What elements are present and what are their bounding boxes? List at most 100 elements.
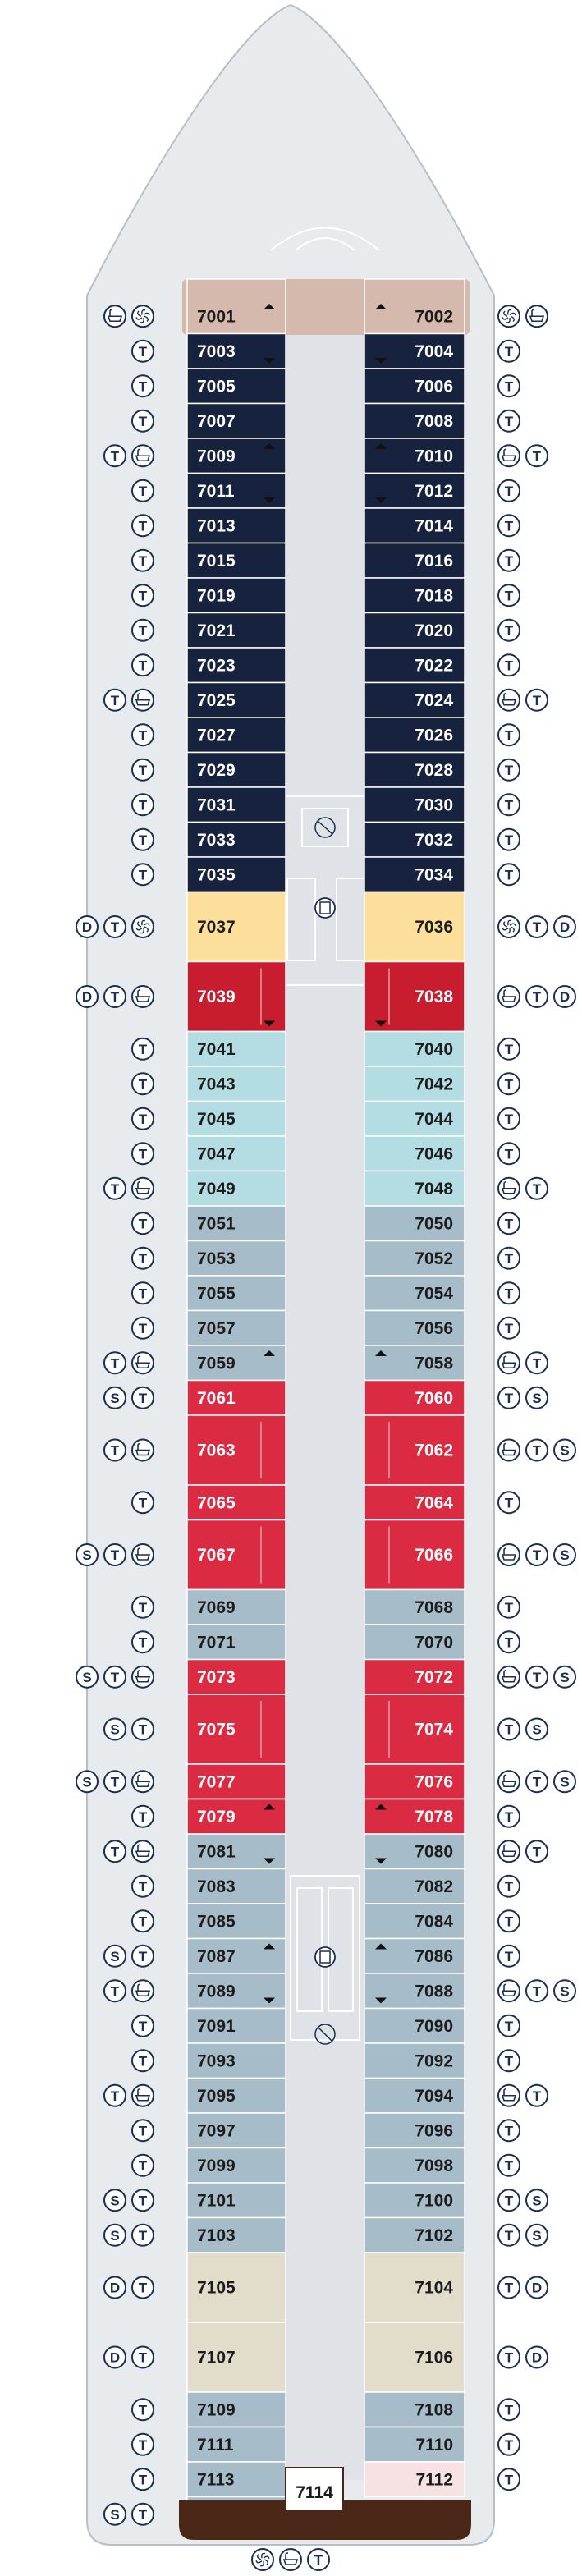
cabin-7009[interactable]: 7009: [186, 438, 286, 474]
cabin-7006[interactable]: 7006: [364, 368, 465, 405]
cabin-7012[interactable]: 7012: [364, 472, 465, 509]
cabin-7067[interactable]: 7067: [186, 1519, 286, 1591]
cabin-7097[interactable]: 7097: [186, 2112, 286, 2149]
cabin-7105[interactable]: 7105: [186, 2252, 286, 2323]
cabin-7100[interactable]: 7100: [364, 2182, 465, 2219]
cabin-7055[interactable]: 7055: [186, 1275, 286, 1312]
cabin-7044[interactable]: 7044: [364, 1100, 465, 1137]
cabin-7103[interactable]: 7103: [186, 2216, 286, 2253]
cabin-7114[interactable]: 7114: [179, 2467, 471, 2540]
cabin-7110[interactable]: 7110: [364, 2426, 465, 2463]
cabin-7035[interactable]: 7035: [186, 856, 286, 893]
cabin-7076[interactable]: 7076: [364, 1763, 465, 1800]
cabin-7005[interactable]: 7005: [186, 368, 286, 405]
cabin-7026[interactable]: 7026: [364, 717, 465, 754]
cabin-7008[interactable]: 7008: [364, 402, 465, 439]
cabin-7078[interactable]: 7078: [364, 1798, 465, 1835]
cabin-7001[interactable]: 7001: [186, 278, 286, 335]
cabin-7042[interactable]: 7042: [364, 1066, 465, 1102]
cabin-7004[interactable]: 7004: [364, 332, 465, 369]
cabin-7091[interactable]: 7091: [186, 2007, 286, 2044]
cabin-7059[interactable]: 7059: [186, 1345, 286, 1382]
cabin-7102[interactable]: 7102: [364, 2216, 465, 2253]
cabin-7113[interactable]: 7113: [186, 2461, 286, 2498]
cabin-7020[interactable]: 7020: [364, 612, 465, 649]
cabin-7104[interactable]: 7104: [364, 2252, 465, 2323]
cabin-7069[interactable]: 7069: [186, 1588, 286, 1625]
cabin-7070[interactable]: 7070: [364, 1624, 465, 1661]
cabin-7003[interactable]: 7003: [186, 332, 286, 369]
cabin-7088[interactable]: 7088: [364, 1973, 465, 2010]
cabin-7081[interactable]: 7081: [186, 1833, 286, 1870]
cabin-7063[interactable]: 7063: [186, 1414, 286, 1486]
cabin-7031[interactable]: 7031: [186, 786, 286, 823]
cabin-7010[interactable]: 7010: [364, 438, 465, 474]
cabin-7049[interactable]: 7049: [186, 1170, 286, 1207]
cabin-7011[interactable]: 7011: [186, 472, 286, 509]
cabin-7095[interactable]: 7095: [186, 2077, 286, 2114]
cabin-7039[interactable]: 7039: [186, 960, 286, 1033]
cabin-7015[interactable]: 7015: [186, 542, 286, 579]
cabin-7050[interactable]: 7050: [364, 1205, 465, 1242]
cabin-7112[interactable]: 7112: [364, 2461, 465, 2498]
cabin-7002[interactable]: 7002: [364, 278, 465, 335]
cabin-7090[interactable]: 7090: [364, 2007, 465, 2044]
cabin-7089[interactable]: 7089: [186, 1973, 286, 2010]
cabin-7098[interactable]: 7098: [364, 2147, 465, 2184]
cabin-7072[interactable]: 7072: [364, 1658, 465, 1695]
cabin-7064[interactable]: 7064: [364, 1484, 465, 1521]
cabin-7022[interactable]: 7022: [364, 647, 465, 684]
cabin-7032[interactable]: 7032: [364, 821, 465, 858]
cabin-7093[interactable]: 7093: [186, 2042, 286, 2079]
cabin-7085[interactable]: 7085: [186, 1903, 286, 1940]
cabin-7045[interactable]: 7045: [186, 1100, 286, 1137]
cabin-7062[interactable]: 7062: [364, 1414, 465, 1486]
cabin-7080[interactable]: 7080: [364, 1833, 465, 1870]
cabin-7014[interactable]: 7014: [364, 507, 465, 544]
cabin-7048[interactable]: 7048: [364, 1170, 465, 1207]
cabin-7108[interactable]: 7108: [364, 2391, 465, 2428]
cabin-7084[interactable]: 7084: [364, 1903, 465, 1940]
cabin-7013[interactable]: 7013: [186, 507, 286, 544]
cabin-7096[interactable]: 7096: [364, 2112, 465, 2149]
cabin-7021[interactable]: 7021: [186, 612, 286, 649]
cabin-7025[interactable]: 7025: [186, 681, 286, 718]
cabin-7030[interactable]: 7030: [364, 786, 465, 823]
cabin-7046[interactable]: 7046: [364, 1135, 465, 1172]
cabin-7075[interactable]: 7075: [186, 1694, 286, 1765]
cabin-7066[interactable]: 7066: [364, 1519, 465, 1591]
cabin-7034[interactable]: 7034: [364, 856, 465, 893]
cabin-7094[interactable]: 7094: [364, 2077, 465, 2114]
cabin-7073[interactable]: 7073: [186, 1658, 286, 1695]
cabin-7107[interactable]: 7107: [186, 2322, 286, 2393]
cabin-7037[interactable]: 7037: [186, 891, 286, 963]
cabin-7077[interactable]: 7077: [186, 1763, 286, 1800]
cabin-7101[interactable]: 7101: [186, 2182, 286, 2219]
cabin-7019[interactable]: 7019: [186, 577, 286, 614]
cabin-7028[interactable]: 7028: [364, 751, 465, 788]
cabin-7092[interactable]: 7092: [364, 2042, 465, 2079]
cabin-7051[interactable]: 7051: [186, 1205, 286, 1242]
cabin-7027[interactable]: 7027: [186, 717, 286, 754]
cabin-7023[interactable]: 7023: [186, 647, 286, 684]
cabin-7016[interactable]: 7016: [364, 542, 465, 579]
cabin-7074[interactable]: 7074: [364, 1694, 465, 1765]
cabin-7041[interactable]: 7041: [186, 1030, 286, 1067]
cabin-7071[interactable]: 7071: [186, 1624, 286, 1661]
cabin-7111[interactable]: 7111: [186, 2426, 286, 2463]
cabin-7086[interactable]: 7086: [364, 1937, 465, 1974]
cabin-7047[interactable]: 7047: [186, 1135, 286, 1172]
cabin-7033[interactable]: 7033: [186, 821, 286, 858]
cabin-7065[interactable]: 7065: [186, 1484, 286, 1521]
cabin-7057[interactable]: 7057: [186, 1309, 286, 1346]
cabin-7109[interactable]: 7109: [186, 2391, 286, 2428]
cabin-7060[interactable]: 7060: [364, 1379, 465, 1416]
cabin-7099[interactable]: 7099: [186, 2147, 286, 2184]
cabin-7061[interactable]: 7061: [186, 1379, 286, 1416]
cabin-7024[interactable]: 7024: [364, 681, 465, 718]
cabin-7007[interactable]: 7007: [186, 402, 286, 439]
cabin-7087[interactable]: 7087: [186, 1937, 286, 1974]
cabin-7082[interactable]: 7082: [364, 1868, 465, 1904]
cabin-7056[interactable]: 7056: [364, 1309, 465, 1346]
cabin-7029[interactable]: 7029: [186, 751, 286, 788]
